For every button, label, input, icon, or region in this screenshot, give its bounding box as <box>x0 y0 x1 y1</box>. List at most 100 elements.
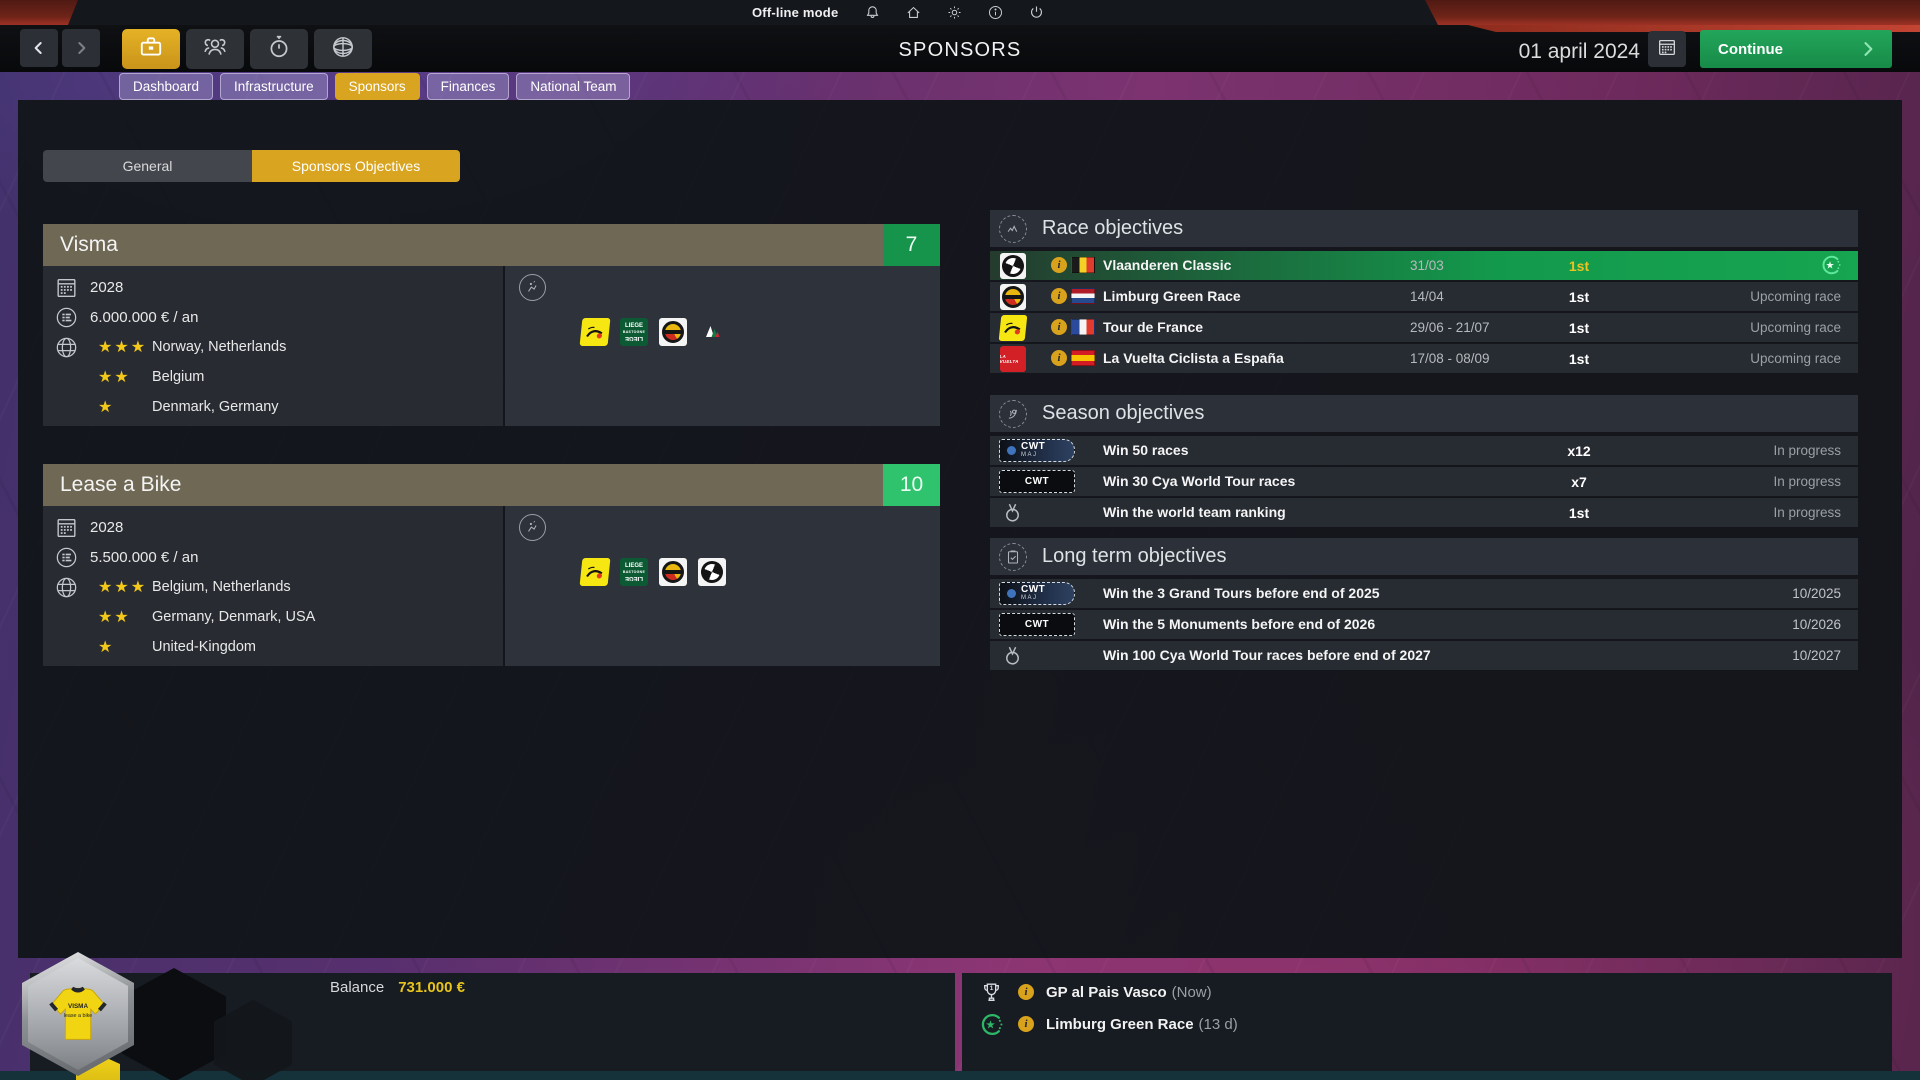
notifications-bell-icon[interactable] <box>864 4 881 21</box>
svg-text:★: ★ <box>1826 261 1835 272</box>
sponsor-amount: 6.000.000 € / an <box>90 308 199 326</box>
tab-finances[interactable]: Finances <box>426 73 510 100</box>
info-dot-icon[interactable]: i <box>1018 1016 1034 1032</box>
objective-completed-icon: ★ <box>1820 254 1842 276</box>
long-term-objectives-section: Long term objectives CWT MAJ Win the 3 Gr… <box>990 538 1858 672</box>
race-objective-row[interactable]: LA VUELTA i La Vuelta Ciclista a España 1… <box>990 344 1858 373</box>
power-icon[interactable] <box>1028 4 1045 21</box>
long-term-objective-row[interactable]: Win 100 Cya World Tour races before end … <box>990 641 1858 670</box>
staff-icon <box>202 34 228 65</box>
season-objective-row[interactable]: Win the world team ranking 1st In progre… <box>990 498 1858 527</box>
event-time: (Now) <box>1171 983 1212 1001</box>
subtab-general[interactable]: General <box>43 150 252 182</box>
event-row[interactable]: 1 i GP al Pais Vasco (Now) <box>978 976 1238 1008</box>
season-objective-row[interactable]: CWT MAJ Win 50 races x12 In progress <box>990 436 1858 465</box>
race-objectives-section: Race objectives i Vlaanderen Classic 31/… <box>990 210 1858 375</box>
race-objective-row[interactable]: i Vlaanderen Classic 31/03 1st ★ <box>990 251 1858 280</box>
forward-button[interactable] <box>62 29 100 67</box>
region-stars: ★ <box>98 399 115 416</box>
subtab-sponsors-objectives[interactable]: Sponsors Objectives <box>252 150 460 182</box>
objective-label: Win the 3 Grand Tours before end of 2025 <box>1103 585 1380 601</box>
long-term-objective-row[interactable]: CWT MAJ Win the 3 Grand Tours before end … <box>990 579 1858 608</box>
flag-be-icon <box>1071 257 1095 273</box>
region-stars: ★ <box>98 639 115 656</box>
header-red-accent <box>1468 25 1920 32</box>
calendar-icon <box>43 275 90 300</box>
schedule-button[interactable] <box>250 29 308 69</box>
nav-tabs: Dashboard Infrastructure Sponsors Finances N… <box>119 73 631 100</box>
race-logos: LIEGE BASTOGNE LIEGE <box>579 318 726 346</box>
objective-label: Win 100 Cya World Tour races before end … <box>1103 647 1431 663</box>
globe-icon <box>330 34 356 65</box>
settings-gear-icon[interactable] <box>946 4 963 21</box>
team-management-button[interactable] <box>122 29 180 69</box>
tab-sponsors[interactable]: Sponsors <box>334 73 420 100</box>
la-vuelta-logo: LA VUELTA <box>999 345 1026 372</box>
info-dot-icon[interactable]: i <box>1018 984 1034 1000</box>
upcoming-events: 1 i GP al Pais Vasco (Now) ★ i Limburg G… <box>978 976 1238 1040</box>
long-term-objective-row[interactable]: CWT Win the 5 Monuments before end of 20… <box>990 610 1858 639</box>
objective-target: 1st <box>1568 505 1590 521</box>
briefcase-icon <box>138 34 164 65</box>
staff-button[interactable] <box>186 29 244 69</box>
sponsor-card-lease-a-bike[interactable]: Lease a Bike 10 2028 5.500.000 € / an ★★… <box>43 464 940 666</box>
region-stars: ★★★ <box>98 339 148 356</box>
region-row: ★★ Belgium <box>43 362 503 392</box>
info-dot-icon[interactable]: i <box>1051 257 1067 273</box>
race-date: 17/08 - 08/09 <box>1410 351 1490 366</box>
event-row[interactable]: ★ i Limburg Green Race (13 d) <box>978 1008 1238 1040</box>
race-objective-row[interactable]: i Tour de France 29/06 - 21/07 1st Upcom… <box>990 313 1858 342</box>
medal-icon <box>1000 500 1025 525</box>
tab-national-team[interactable]: National Team <box>516 73 631 100</box>
contract-end-year: 2028 <box>90 278 124 296</box>
race-name: Vlaanderen Classic <box>1103 257 1232 273</box>
region-countries: Belgium <box>152 369 205 385</box>
calendar-button[interactable] <box>1648 31 1686 67</box>
cwt-badge: CWT <box>999 613 1075 636</box>
sponsor-amount: 5.500.000 € / an <box>90 548 199 566</box>
sponsor-card-visma[interactable]: Visma 7 2028 6.000.000 € / an ★★★ Norway,… <box>43 224 940 426</box>
tab-infrastructure[interactable]: Infrastructure <box>220 73 328 100</box>
sponsor-objective-races: LIEGE BASTOGNE LIEGE <box>505 506 940 666</box>
cyclist-icon <box>519 274 546 301</box>
info-dot-icon[interactable]: i <box>1051 350 1067 366</box>
region-countries: Norway, Netherlands <box>152 339 287 355</box>
svg-text:VISMA: VISMA <box>68 1003 88 1010</box>
objective-deadline: 10/2026 <box>1792 617 1841 632</box>
race-name: Tour de France <box>1103 319 1204 335</box>
season-objective-row[interactable]: CWT Win 30 Cya World Tour races x7 In pr… <box>990 467 1858 496</box>
cwt-badge: CWT <box>999 470 1075 493</box>
race-objectives-header: Race objectives <box>990 210 1858 247</box>
region-row: ★ Denmark, Germany <box>43 392 503 422</box>
contract-year-row: 2028 <box>43 512 503 542</box>
tab-dashboard[interactable]: Dashboard <box>119 73 214 100</box>
back-button[interactable] <box>20 29 58 67</box>
info-dot-icon[interactable]: i <box>1051 288 1067 304</box>
race-objective-row[interactable]: i Limburg Green Race 14/04 1st Upcoming … <box>990 282 1858 311</box>
section-title: Season objectives <box>1042 402 1205 424</box>
event-time: (13 d) <box>1198 1015 1238 1033</box>
money-icon <box>43 545 90 570</box>
svg-text:lease a bike: lease a bike <box>64 1013 93 1019</box>
section-title: Race objectives <box>1042 217 1184 239</box>
limburg-gold-race-logo <box>659 318 687 346</box>
info-dot-icon[interactable]: i <box>1051 319 1067 335</box>
info-icon[interactable] <box>987 4 1004 21</box>
continue-label: Continue <box>1718 40 1783 58</box>
bottom-strip <box>0 1071 1920 1080</box>
sponsor-card-header: Visma 7 <box>43 224 940 266</box>
race-date: 14/04 <box>1410 289 1444 304</box>
sponsor-name: Lease a Bike <box>60 473 182 496</box>
region-countries: Denmark, Germany <box>152 399 279 415</box>
world-button[interactable] <box>314 29 372 69</box>
stopwatch-icon <box>266 34 292 65</box>
svg-text:★: ★ <box>985 1017 995 1031</box>
season-objectives-icon <box>999 399 1027 428</box>
season-objectives-header: Season objectives <box>990 395 1858 432</box>
race-logos: LIEGE BASTOGNE LIEGE <box>579 558 726 586</box>
race-status: Upcoming race <box>1750 320 1841 335</box>
continue-button[interactable]: Continue <box>1700 30 1892 68</box>
giro-italia-logo <box>698 318 726 346</box>
home-icon[interactable] <box>905 4 922 21</box>
event-name: Limburg Green Race <box>1046 1015 1194 1033</box>
